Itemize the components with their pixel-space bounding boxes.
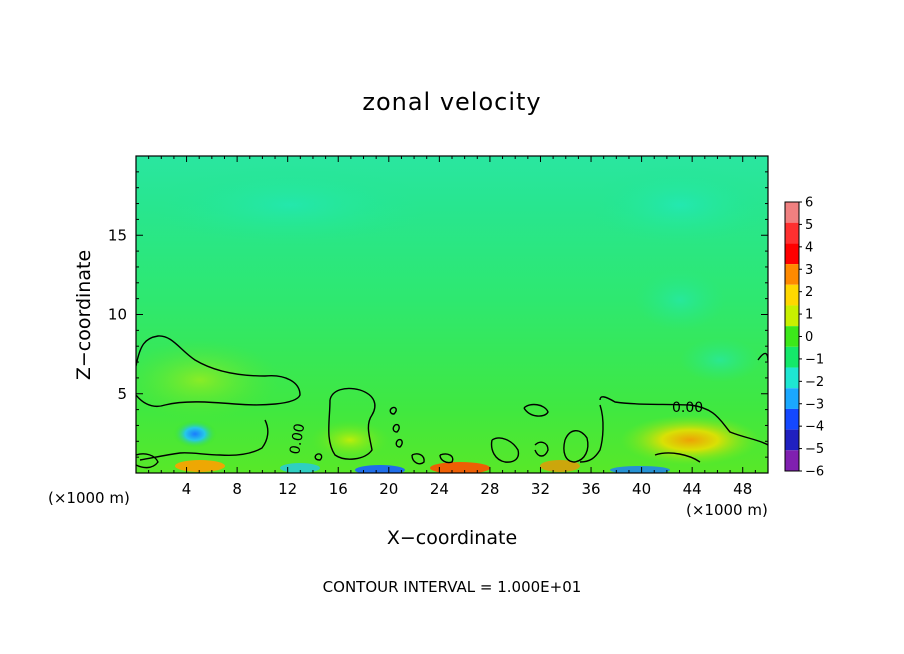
colorbar-label: 4	[805, 240, 813, 255]
colorbar-label: 1	[805, 308, 813, 323]
x-tick-label: 40	[632, 480, 651, 498]
x-unit-right: (×1000 m)	[686, 501, 768, 519]
colorbar-swatch	[785, 243, 799, 265]
contour-label-mid: 0.00	[287, 422, 308, 455]
colorbar-label: −4	[805, 420, 824, 435]
colorbar-swatch	[785, 326, 799, 347]
x-tick-label: 36	[581, 480, 600, 498]
colorbar-swatch	[785, 346, 799, 368]
colorbar-label: 5	[805, 218, 813, 233]
x-tick-label: 28	[480, 480, 499, 498]
x-tick-label: 16	[329, 480, 348, 498]
chart-title: zonal velocity	[362, 88, 542, 116]
x-unit-left: (×1000 m)	[48, 489, 130, 507]
y-tick-label: 10	[108, 306, 127, 324]
colorbar-label: −1	[805, 352, 824, 367]
x-axis-label: X−coordinate	[0, 527, 904, 549]
x-tick-label: 4	[182, 480, 192, 498]
x-tick-label: 8	[232, 480, 242, 498]
colorbar-swatch	[785, 367, 799, 389]
colorbar-swatch	[785, 429, 799, 451]
y-tick-label: 5	[117, 385, 127, 403]
colorbar-label: −5	[805, 442, 824, 457]
x-axis-label-text: X−coordinate	[386, 527, 518, 549]
colorbar-label: 2	[805, 285, 813, 300]
colorbar-label: 0	[805, 330, 813, 345]
contour-interval: CONTOUR INTERVAL = 1.000E+01	[322, 578, 582, 596]
colorbar-swatch	[785, 450, 799, 471]
x-tick-label: 20	[379, 480, 398, 498]
x-tick-label: 24	[430, 480, 449, 498]
y-axis-label: Z−coordinate	[73, 249, 95, 381]
colorbar-swatch	[785, 305, 799, 327]
x-axis: 4 8 12 16 20 24 28 32 36 40 44 48	[148, 156, 756, 498]
x-tick-label: 48	[733, 480, 752, 498]
colorbar-swatch	[785, 284, 799, 306]
y-tick-label: 15	[108, 226, 127, 244]
colorbar-label: 6	[805, 196, 813, 211]
colorbar-label: −6	[805, 465, 824, 480]
heatmap-field	[136, 156, 768, 473]
x-tick-label: 32	[531, 480, 550, 498]
colorbar: 6 5 4 3 2 1 0 −1 −2 −3 −4 −5 −6	[784, 196, 824, 480]
contour-label-right: 0.00	[672, 400, 703, 416]
colorbar-swatch	[785, 388, 799, 409]
colorbar-label: −3	[805, 397, 824, 412]
colorbar-swatch	[785, 202, 799, 223]
contour-labels: 0.00 0.00	[287, 400, 703, 456]
colorbar-label: 3	[805, 263, 813, 278]
y-axis: 5 10 15	[108, 171, 768, 458]
colorbar-swatch	[785, 264, 799, 285]
contour-lines	[136, 335, 768, 469]
colorbar-swatch	[785, 408, 799, 430]
colorbar-swatch	[785, 222, 799, 244]
x-tick-label: 44	[683, 480, 702, 498]
x-tick-label: 12	[278, 480, 297, 498]
colorbar-label: −2	[805, 375, 824, 390]
